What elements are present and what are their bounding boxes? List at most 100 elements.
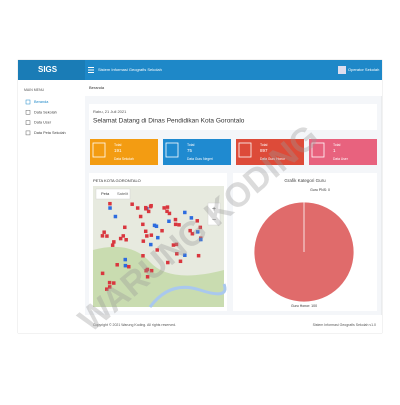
school-marker[interactable] — [123, 225, 127, 230]
school-marker[interactable] — [190, 231, 195, 236]
school-marker[interactable] — [144, 205, 148, 210]
card-icon — [92, 142, 106, 158]
school-marker[interactable] — [165, 209, 169, 214]
menu-icon — [25, 110, 31, 115]
menu-item[interactable]: Data Peta Sekolah — [34, 131, 66, 135]
menu-item[interactable]: Beranda — [34, 100, 49, 104]
school-marker[interactable] — [141, 222, 145, 227]
school-marker[interactable] — [149, 268, 154, 273]
map-title: PETA KOTA GORONTALO — [93, 178, 141, 183]
school-marker[interactable] — [145, 234, 149, 238]
logo-area — [18, 60, 85, 80]
school-marker[interactable] — [166, 260, 170, 265]
school-marker[interactable] — [102, 230, 106, 234]
footer-right: Sistem Informasi Geografis Sekolah v1.0 — [313, 323, 376, 327]
map-button[interactable]: Satelit — [117, 191, 129, 196]
logo[interactable]: SIGS — [38, 65, 58, 74]
school-marker[interactable] — [115, 263, 119, 267]
school-marker[interactable] — [149, 233, 154, 237]
school-marker[interactable] — [178, 259, 183, 264]
footer — [85, 315, 382, 333]
school-marker[interactable] — [138, 214, 143, 219]
menu-icon — [25, 120, 31, 125]
school-marker[interactable] — [112, 240, 116, 244]
school-marker[interactable] — [105, 234, 109, 238]
school-marker[interactable] — [183, 253, 187, 257]
school-marker[interactable] — [198, 225, 203, 230]
school-marker[interactable] — [162, 206, 166, 210]
school-marker[interactable] — [105, 287, 109, 291]
school-marker[interactable] — [171, 243, 176, 247]
school-marker[interactable] — [156, 235, 160, 240]
school-marker[interactable] — [141, 254, 145, 258]
school-marker[interactable] — [146, 209, 151, 214]
school-marker[interactable] — [100, 234, 105, 238]
school-marker[interactable] — [173, 217, 178, 222]
sidebar-heading: MAIN MENU — [24, 88, 45, 92]
school-marker[interactable] — [124, 237, 128, 242]
school-marker[interactable] — [149, 242, 153, 247]
card-caption: Data Sekolah — [114, 157, 134, 161]
school-marker[interactable] — [118, 236, 123, 241]
breadcrumb-bar — [85, 80, 382, 96]
school-marker[interactable] — [113, 214, 118, 219]
school-marker[interactable] — [183, 210, 187, 215]
card-label: Total — [114, 143, 122, 147]
welcome-title: Selamat Datang di Dinas Pendidikan Kota … — [93, 118, 245, 125]
school-marker[interactable] — [143, 229, 148, 234]
avatar[interactable] — [338, 66, 346, 74]
school-marker[interactable] — [145, 275, 150, 279]
school-marker[interactable] — [107, 285, 112, 289]
card-label: Total — [333, 143, 341, 147]
school-marker[interactable] — [123, 257, 128, 262]
school-marker[interactable] — [108, 201, 112, 206]
school-marker[interactable] — [148, 204, 153, 209]
school-marker[interactable] — [130, 202, 134, 206]
school-marker[interactable] — [189, 216, 194, 220]
card-value: 1 — [333, 148, 336, 153]
school-marker[interactable] — [174, 242, 179, 247]
school-marker[interactable] — [167, 211, 172, 216]
sidebar — [18, 80, 85, 333]
school-marker[interactable] — [100, 271, 105, 276]
zoom-out[interactable]: − — [212, 217, 216, 224]
menu-item[interactable]: Data User — [34, 121, 52, 125]
school-marker[interactable] — [177, 223, 181, 227]
zoom-in[interactable]: + — [212, 206, 216, 213]
school-marker[interactable] — [107, 280, 112, 285]
school-marker[interactable] — [135, 206, 140, 210]
school-marker[interactable] — [199, 237, 203, 242]
school-marker[interactable] — [165, 205, 170, 209]
school-marker[interactable] — [123, 263, 128, 268]
school-marker[interactable] — [141, 239, 146, 243]
school-marker[interactable] — [127, 264, 131, 269]
school-marker[interactable] — [195, 219, 200, 223]
school-marker[interactable] — [175, 252, 179, 256]
school-marker[interactable] — [196, 253, 201, 258]
school-marker[interactable] — [108, 206, 112, 210]
pie-label: Guru PNS: 0 — [310, 188, 330, 192]
school-marker[interactable] — [195, 230, 200, 234]
school-marker[interactable] — [155, 248, 159, 252]
menu-toggle[interactable] — [88, 67, 94, 73]
breadcrumb: Beranda — [89, 85, 105, 90]
school-marker[interactable] — [121, 234, 126, 238]
school-marker[interactable] — [173, 222, 178, 227]
map-button[interactable]: Peta — [101, 191, 110, 196]
card-icon — [238, 142, 252, 158]
school-marker[interactable] — [152, 223, 157, 228]
school-marker[interactable] — [154, 224, 159, 229]
card-value: 191 — [114, 148, 122, 153]
school-marker[interactable] — [112, 281, 116, 285]
user-name[interactable]: Operator Sekolah — [348, 67, 379, 72]
top-bar — [18, 60, 382, 80]
school-marker[interactable] — [110, 243, 115, 247]
zoom-control[interactable] — [207, 202, 221, 226]
school-marker[interactable] — [160, 228, 164, 233]
school-marker[interactable] — [144, 268, 148, 273]
school-marker[interactable] — [167, 219, 171, 224]
school-marker[interactable] — [188, 228, 192, 233]
menu-item[interactable]: Data Sekolah — [34, 110, 57, 114]
app-title: Sistem Informasi Geografis Sekolah — [98, 67, 162, 72]
